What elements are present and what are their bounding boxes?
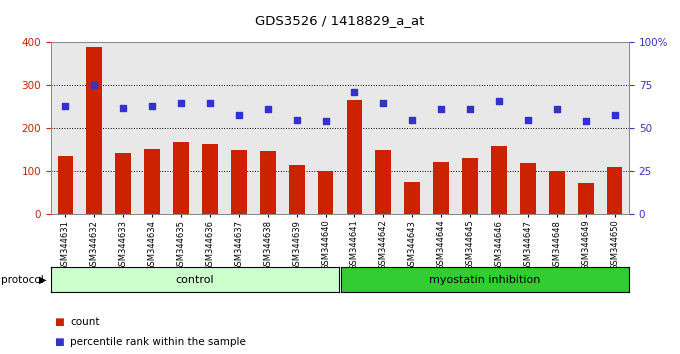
Bar bbox=[86, 47, 102, 214]
Text: GDS3526 / 1418829_a_at: GDS3526 / 1418829_a_at bbox=[255, 14, 425, 27]
Bar bbox=[405, 182, 420, 214]
Point bbox=[89, 82, 100, 88]
Bar bbox=[173, 142, 189, 214]
Bar bbox=[116, 153, 131, 214]
Point bbox=[580, 119, 591, 124]
Point bbox=[175, 100, 186, 105]
Point bbox=[233, 112, 244, 118]
Text: protocol: protocol bbox=[1, 275, 44, 285]
Text: control: control bbox=[175, 275, 214, 285]
Point bbox=[205, 100, 216, 105]
Bar bbox=[202, 144, 218, 214]
Bar bbox=[491, 146, 507, 214]
Point bbox=[407, 117, 418, 122]
Point bbox=[60, 103, 71, 109]
Point bbox=[320, 119, 331, 124]
Text: count: count bbox=[70, 317, 99, 327]
Point bbox=[118, 105, 129, 110]
Point bbox=[262, 107, 273, 112]
Point bbox=[522, 117, 533, 122]
Bar bbox=[347, 101, 362, 214]
Point bbox=[551, 107, 562, 112]
Bar bbox=[231, 150, 247, 214]
Bar bbox=[318, 171, 333, 214]
Bar bbox=[144, 149, 160, 214]
Point bbox=[378, 100, 389, 105]
Point bbox=[349, 90, 360, 95]
Text: ■: ■ bbox=[54, 337, 64, 347]
Bar bbox=[607, 167, 622, 214]
Point bbox=[147, 103, 158, 109]
Point bbox=[291, 117, 302, 122]
Text: ■: ■ bbox=[54, 317, 64, 327]
Bar bbox=[433, 162, 449, 214]
Bar bbox=[578, 183, 594, 214]
Point bbox=[609, 112, 620, 118]
Bar bbox=[289, 165, 305, 214]
Bar bbox=[260, 151, 275, 214]
Point bbox=[464, 107, 475, 112]
Text: myostatin inhibition: myostatin inhibition bbox=[430, 275, 541, 285]
Point bbox=[494, 98, 505, 104]
Point bbox=[436, 107, 447, 112]
Bar bbox=[520, 163, 536, 214]
Bar bbox=[549, 171, 564, 214]
Bar bbox=[462, 158, 478, 214]
Text: percentile rank within the sample: percentile rank within the sample bbox=[70, 337, 246, 347]
Bar bbox=[375, 150, 391, 214]
Bar bbox=[58, 156, 73, 214]
Text: ▶: ▶ bbox=[39, 275, 46, 285]
